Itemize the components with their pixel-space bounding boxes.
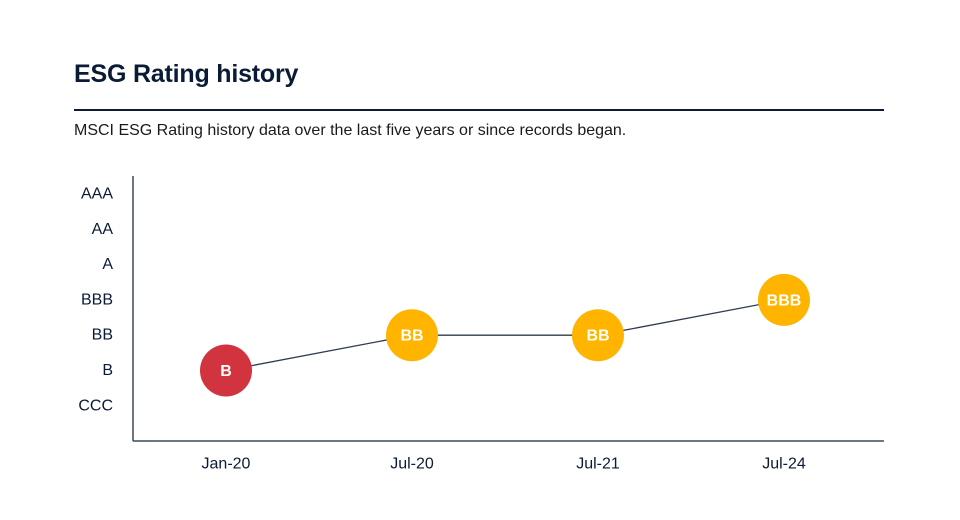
rating-point-jul-20 bbox=[386, 309, 438, 362]
y-tick-label-bbb: BBB bbox=[81, 291, 113, 308]
x-tick-label-jul-20: Jul-20 bbox=[390, 456, 434, 473]
series-line-0 bbox=[225, 299, 785, 372]
y-tick-label-bb: BB bbox=[92, 327, 113, 344]
rating-point-label-jan-20: B bbox=[220, 363, 232, 380]
x-tick-label-jan-20: Jan-20 bbox=[202, 456, 251, 473]
x-tick-label-jul-24: Jul-24 bbox=[762, 456, 806, 473]
rating-point-label-jul-20: BB bbox=[400, 328, 423, 345]
title-divider bbox=[74, 109, 884, 111]
y-tick-label-aa: AA bbox=[92, 221, 114, 238]
y-tick-label-b: B bbox=[102, 362, 113, 379]
rating-point-jul-21 bbox=[572, 309, 624, 362]
chart-subtitle: MSCI ESG Rating history data over the la… bbox=[74, 122, 627, 139]
rating-point-jul-24 bbox=[758, 273, 810, 326]
rating-point-jan-20 bbox=[200, 344, 252, 397]
x-tick-label-jul-21: Jul-21 bbox=[576, 456, 620, 473]
y-tick-label-a: A bbox=[102, 256, 113, 273]
rating-point-label-jul-24: BBB bbox=[767, 292, 802, 309]
chart-title: ESG Rating history bbox=[74, 60, 299, 88]
y-tick-label-ccc: CCC bbox=[78, 397, 113, 414]
y-tick-label-aaa: AAA bbox=[81, 186, 113, 203]
rating-point-label-jul-21: BB bbox=[586, 328, 609, 345]
